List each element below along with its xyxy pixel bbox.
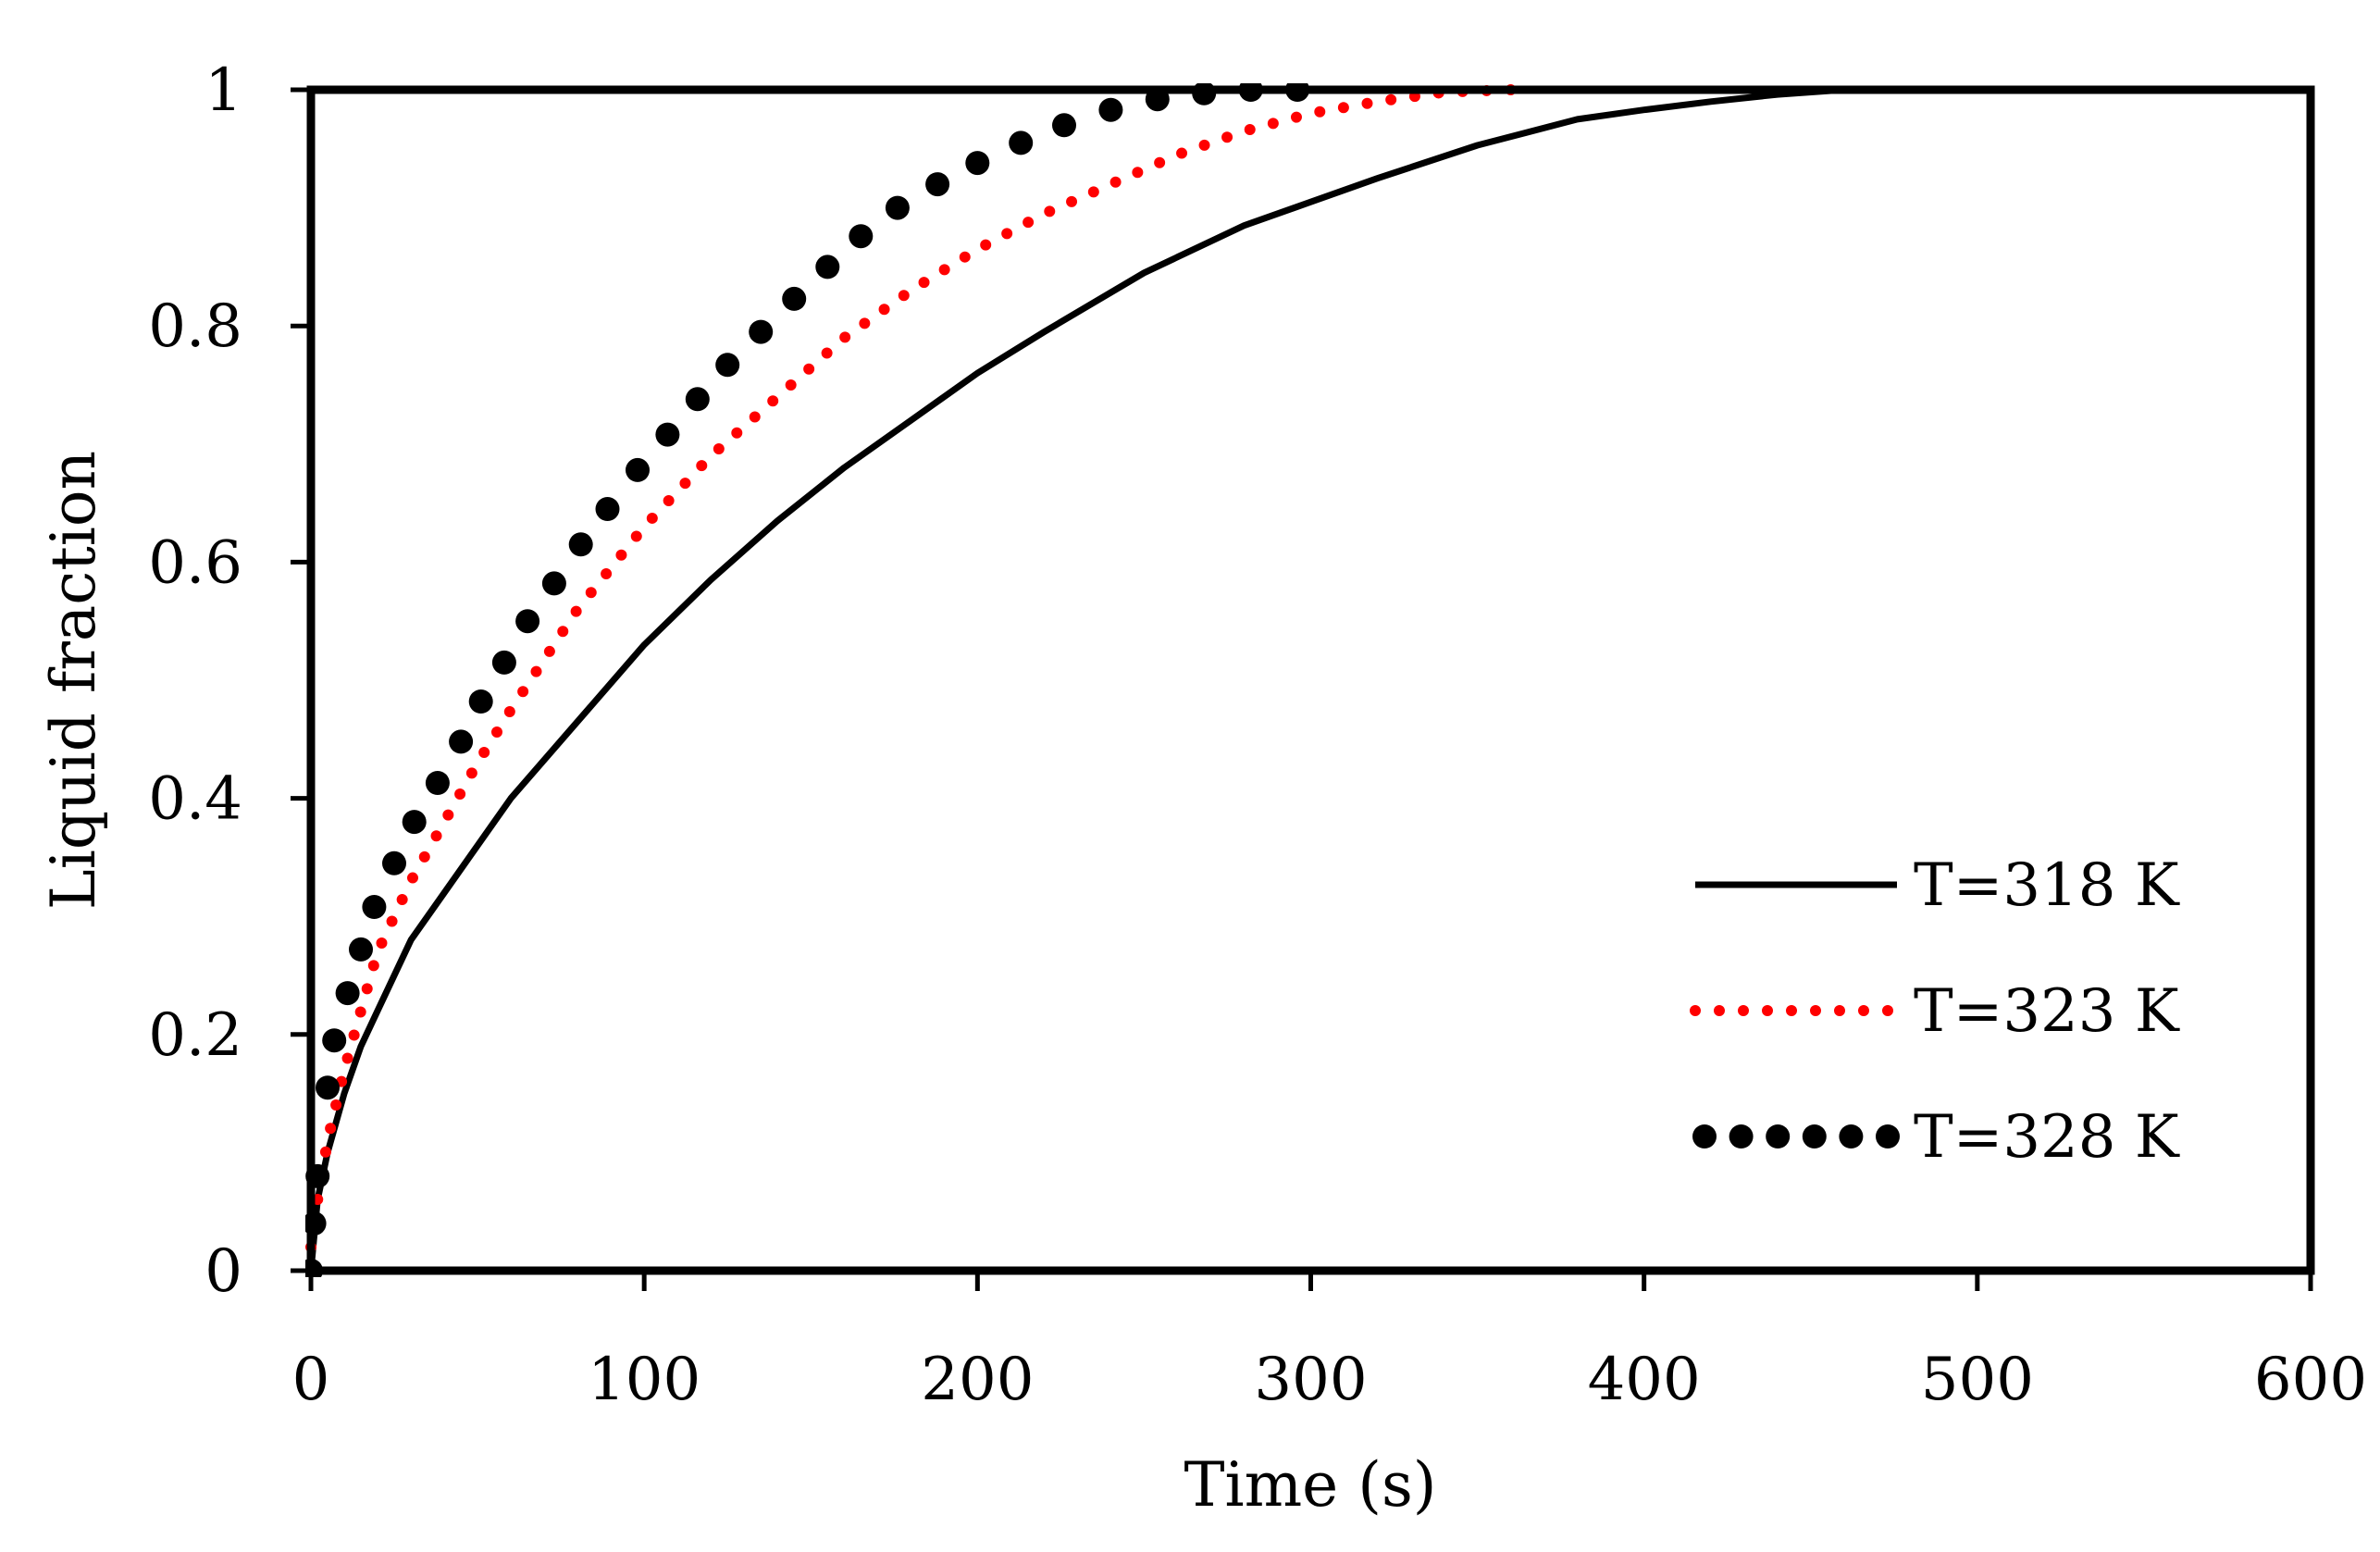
legend-marker-2-4 [1839,1124,1864,1148]
series-2-point-7 [362,895,387,919]
x-tick-label-4: 400 [1588,1346,1701,1414]
series-2-point-26 [885,195,910,220]
y-tick-label-5: 1 [205,56,242,125]
series-2-point-5 [335,981,360,1006]
y-tick-label-0: 0 [205,1237,242,1306]
series-1-line [305,84,1517,1253]
series-2-point-11 [449,729,474,754]
y-tick-label-1: 0.2 [148,1001,242,1070]
series-2-point-28 [965,151,990,176]
legend-marker-2-2 [1766,1124,1791,1148]
series-2-point-6 [349,937,373,962]
series-2-point-8 [382,850,406,875]
series-2-point-27 [925,172,950,197]
series-2 [305,83,1310,1277]
series-2-point-20 [685,387,710,412]
legend-marker-2-5 [1876,1124,1900,1148]
series-2-point-31 [1098,97,1123,122]
x-tick-label-2: 200 [921,1346,1034,1414]
series-2-point-10 [425,771,450,795]
series-2-point-23 [782,286,807,311]
series-2-point-29 [1009,130,1034,155]
y-tick-label-3: 0.6 [148,528,242,597]
legend-marker-2-0 [1692,1124,1717,1148]
legend-entry-0: T=318 K [1695,851,2180,920]
legend-marker-2-3 [1802,1124,1827,1148]
series-2-point-22 [749,319,774,344]
series-2-point-30 [1052,113,1076,138]
series-2-point-16 [568,532,593,557]
x-tick-label-5: 500 [1921,1346,2034,1414]
x-tick-label-0: 0 [292,1346,330,1414]
legend-label-0: T=318 K [1914,851,2180,920]
series-2-point-4 [322,1028,347,1053]
series-2-point-19 [655,422,680,447]
series-2-point-18 [626,457,650,482]
series-0 [307,86,2311,1272]
series-2-point-12 [468,689,493,714]
x-tick-label-6: 600 [2254,1346,2367,1414]
series-2-point-17 [595,497,620,521]
series-2-point-13 [491,650,516,675]
legend-label-1: T=323 K [1914,977,2180,1046]
legend-marker-2-1 [1729,1124,1754,1148]
series-2-point-14 [515,609,540,634]
legend-label-2: T=328 K [1914,1103,2180,1172]
series-2-point-25 [849,224,874,249]
series-2-point-24 [815,255,840,279]
series-1 [305,84,1517,1253]
series-2-point-3 [316,1075,340,1100]
y-tick-label-2: 0.4 [148,765,242,834]
x-tick-label-1: 100 [588,1346,700,1414]
series-0-line [307,86,2311,1272]
series-2-point-21 [715,353,740,378]
series-2-point-15 [541,571,566,596]
series-2-point-9 [402,810,427,835]
x-tick-label-3: 300 [1254,1346,1367,1414]
y-axis-title: Liquid fraction [38,451,109,910]
legend-entry-2: T=328 K [1692,1103,2180,1172]
y-tick-label-4: 0.8 [148,292,242,361]
legend-entry-1: T=323 K [1690,977,2180,1046]
x-axis-title: Time (s) [1184,1449,1436,1521]
